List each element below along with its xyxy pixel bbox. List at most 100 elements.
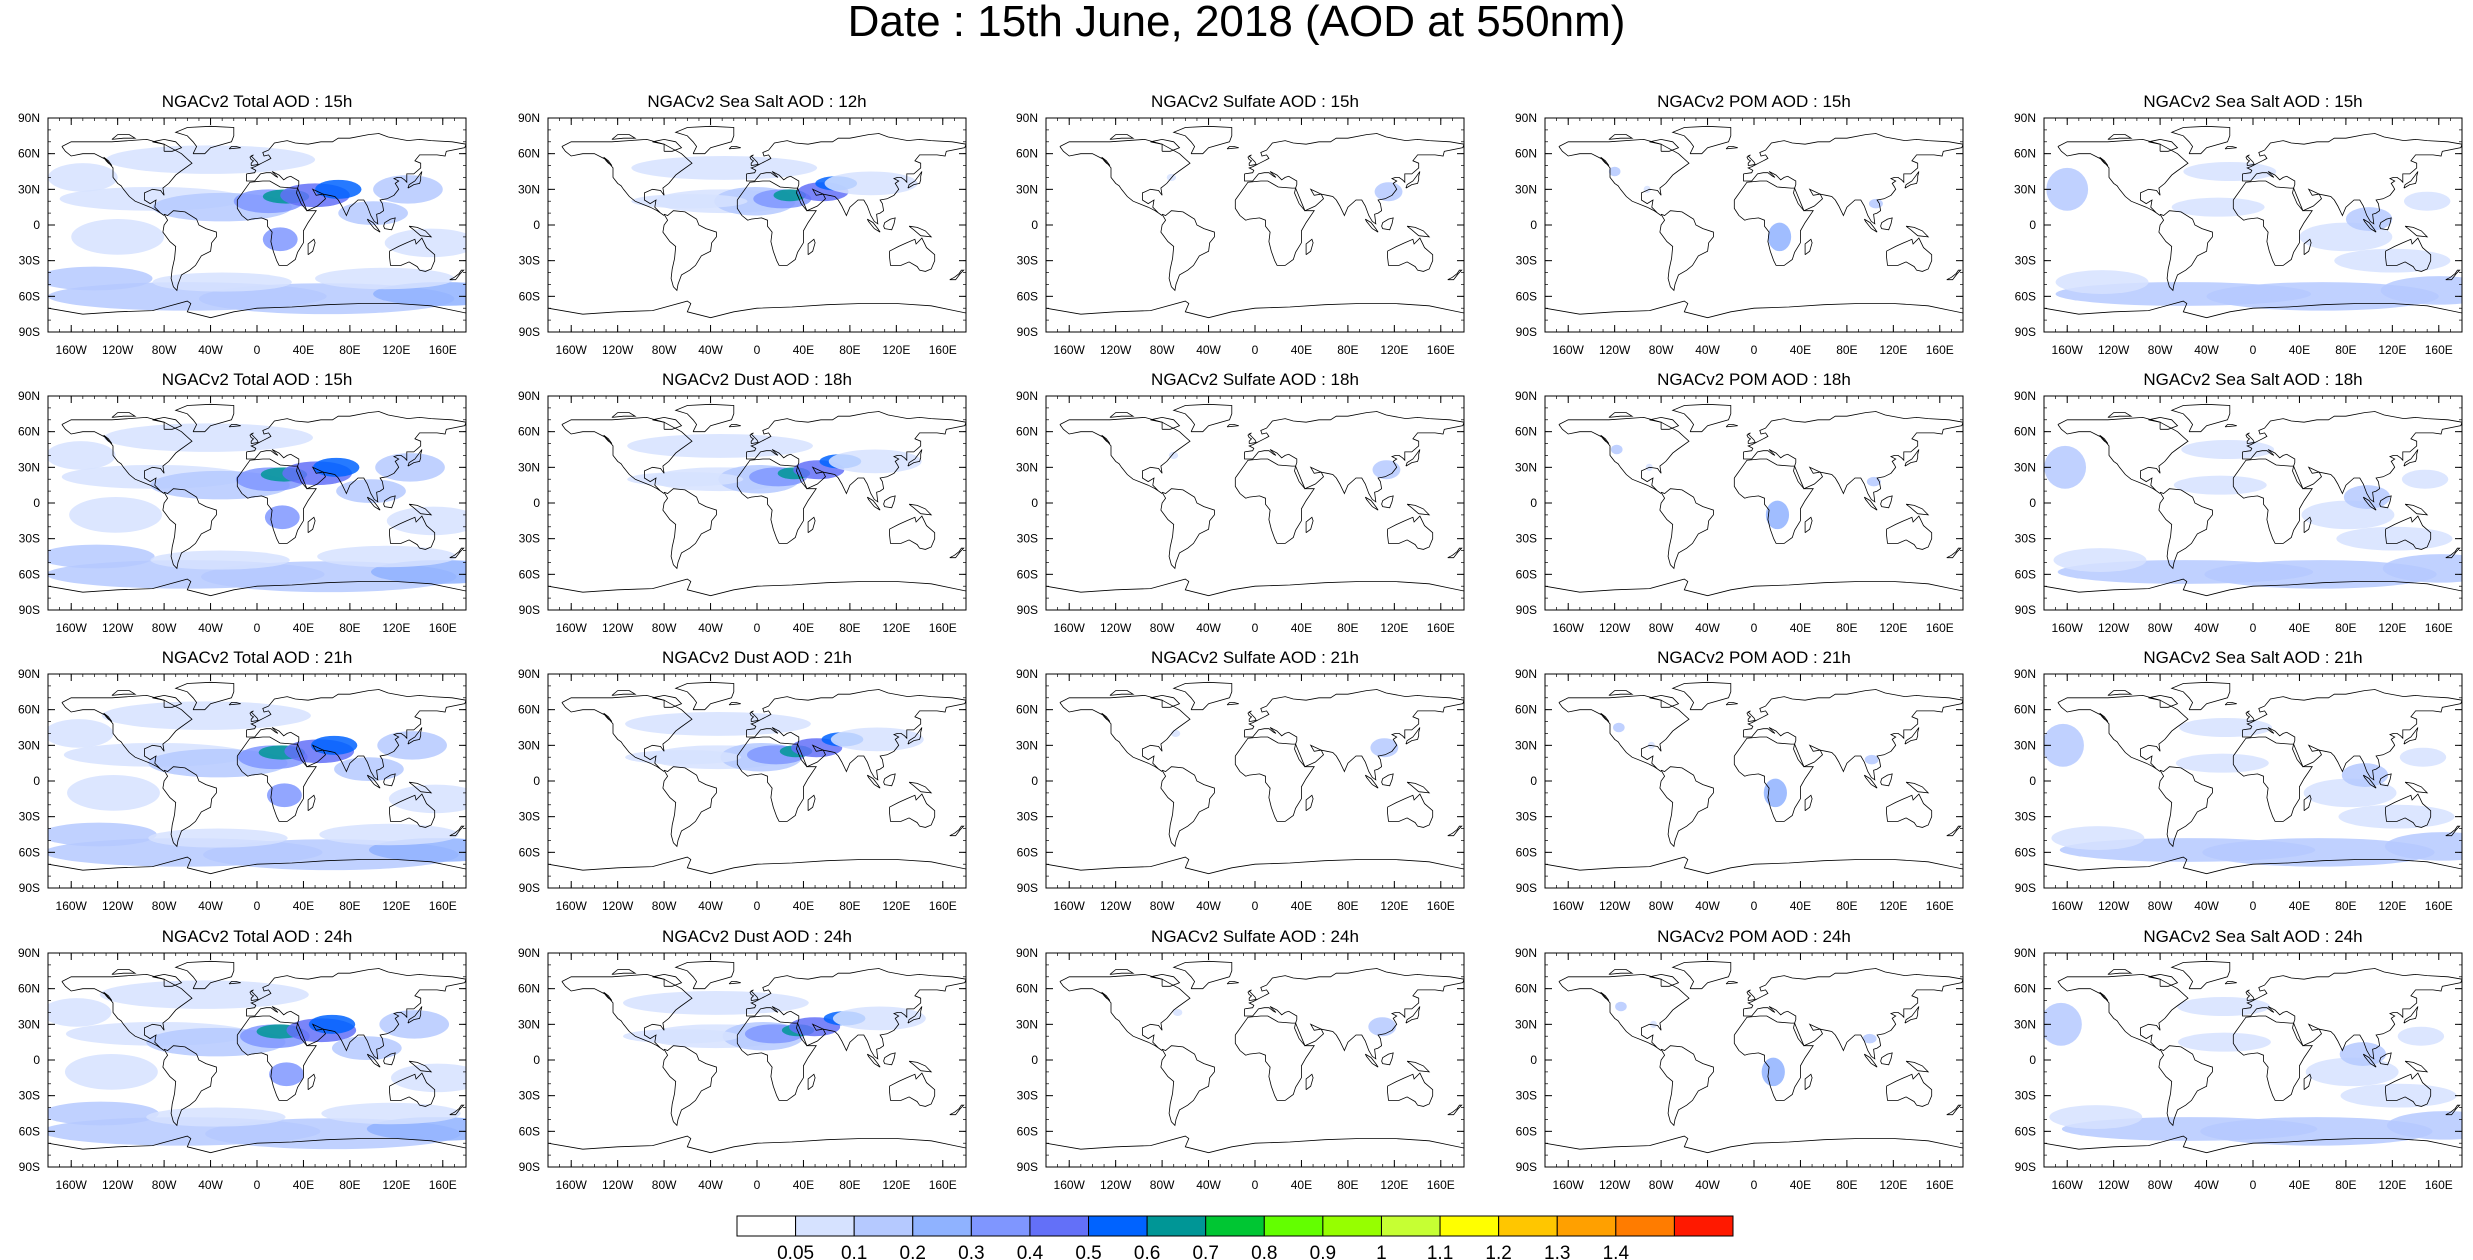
coastline (1172, 681, 1233, 711)
coastline (662, 210, 717, 292)
lon-tick-label: 120W (1100, 899, 1132, 913)
coastline (1381, 217, 1394, 231)
map-plot: 160W 120W 80W 40W 0 40E 80E 120E 160E 90N 60N 30N 0 3… (1016, 111, 1465, 357)
coastline (908, 1060, 933, 1073)
coastline (2057, 973, 2189, 1051)
map-area (548, 118, 966, 332)
lon-tick-label: 120E (382, 343, 410, 357)
lat-tick-label: 60S (519, 289, 540, 303)
lon-tick-label: 40W (1196, 1178, 1221, 1192)
lat-tick-label: 30S (519, 254, 540, 268)
lat-tick-label: 90S (2015, 1160, 2036, 1174)
lon-tick-label: 160E (429, 343, 457, 357)
coastline (652, 138, 683, 152)
lon-tick-label: 80W (652, 899, 677, 913)
coastline (366, 218, 381, 233)
lat-tick-label: 60S (1516, 289, 1537, 303)
panel-title: NGACv2 Sea Salt AOD : 18h (2143, 370, 2363, 389)
aod-field-patch (71, 219, 165, 255)
map-panel: NGACv2 Total AOD : 15h 160W 120W 80W 40W 0 40E… (0, 370, 467, 635)
coastline (1608, 134, 1634, 140)
coastline (807, 238, 816, 256)
lon-tick-label: 40W (198, 1178, 223, 1192)
coastline (366, 1053, 381, 1068)
lon-tick-label: 0 (2250, 621, 2257, 635)
coastline (548, 856, 966, 875)
lon-tick-label: 160E (429, 899, 457, 913)
lon-tick-label: 120W (1599, 899, 1631, 913)
lat-tick-label: 60N (518, 703, 540, 717)
lat-tick-label: 0 (1530, 496, 1537, 510)
coastline (1226, 424, 1239, 428)
coastline (907, 727, 923, 745)
coastline (561, 138, 693, 216)
map-plot: 160W 120W 80W 40W 0 40E 80E 120E 160E 90N 60N 30N 0 3… (1515, 111, 1964, 357)
coastline (1558, 694, 1690, 772)
lon-tick-label: 160W (56, 621, 88, 635)
aod-field-patch (48, 266, 153, 291)
lat-tick-label: 60S (19, 289, 40, 303)
aod-field-patch (384, 228, 466, 258)
lat-tick-label: 30N (18, 738, 40, 752)
coastline (1305, 1073, 1314, 1091)
coastline (907, 449, 923, 467)
coastline (1545, 856, 1963, 875)
coastline (1234, 1015, 1315, 1101)
lon-tick-label: 120E (1380, 899, 1408, 913)
lat-tick-label: 30N (518, 460, 540, 474)
lon-tick-label: 120E (382, 621, 410, 635)
coastline (746, 133, 966, 225)
coastline (249, 989, 259, 1001)
lon-tick-label: 0 (1252, 899, 1259, 913)
coastline (908, 225, 933, 238)
lat-tick-label: 60S (19, 845, 40, 859)
lon-tick-label: 120E (382, 1178, 410, 1192)
coastline (236, 458, 317, 544)
lon-tick-label: 120E (2378, 899, 2406, 913)
lat-tick-label: 0 (2029, 496, 2036, 510)
lon-tick-label: 80W (152, 621, 177, 635)
lat-tick-label: 90N (518, 667, 540, 681)
lon-tick-label: 160W (56, 899, 88, 913)
lon-tick-label: 160W (1054, 343, 1086, 357)
map-plot: 160W 120W 80W 40W 0 40E 80E 120E 160E 90N 60N 30N 0 3… (518, 389, 967, 635)
coastline (736, 1015, 817, 1101)
panel-title: NGACv2 Total AOD : 15h (161, 370, 353, 389)
coastline (1649, 694, 1680, 708)
coastline (1247, 154, 1257, 166)
lat-tick-label: 90N (18, 389, 40, 403)
lat-tick-label: 30N (1515, 738, 1537, 752)
panel-title: NGACv2 Sulfate AOD : 15h (1151, 92, 1359, 111)
coastline (883, 773, 896, 787)
coastline (246, 411, 466, 503)
coastline (1804, 1073, 1813, 1091)
map-area (1046, 953, 1464, 1167)
map-panel: NGACv2 POM AOD : 15h 160W 120W 80W 40W 0 40E 80… (1497, 92, 1964, 357)
coastline (1150, 138, 1181, 152)
lon-tick-label: 80W (152, 343, 177, 357)
coastline (603, 991, 613, 1001)
aod-field-patch (150, 550, 290, 570)
lat-tick-label: 0 (1031, 218, 1038, 232)
lat-tick-label: 30N (2014, 738, 2036, 752)
coastline (1558, 416, 1690, 494)
aod-field-patch (99, 980, 309, 1009)
coastline (561, 416, 693, 494)
coastline (236, 736, 317, 822)
coastline (1746, 432, 1756, 444)
coastline (103, 156, 113, 166)
aod-field-patch (2380, 276, 2462, 305)
lon-tick-label: 160E (929, 1178, 957, 1192)
colorbar-swatch (912, 1215, 972, 1237)
aod-field-patch (375, 453, 445, 482)
lat-tick-label: 30N (1016, 738, 1038, 752)
coastline (2303, 1073, 2312, 1091)
coastline (1545, 300, 1963, 319)
coastline (888, 515, 936, 550)
panel-title: NGACv2 POM AOD : 24h (1657, 927, 1851, 946)
coastline (1364, 218, 1379, 233)
coastline (728, 146, 741, 150)
aod-field-patch (64, 1054, 158, 1090)
colorbar-label: 1.1 (1427, 1243, 1453, 1260)
aod-field-patch (334, 757, 404, 781)
